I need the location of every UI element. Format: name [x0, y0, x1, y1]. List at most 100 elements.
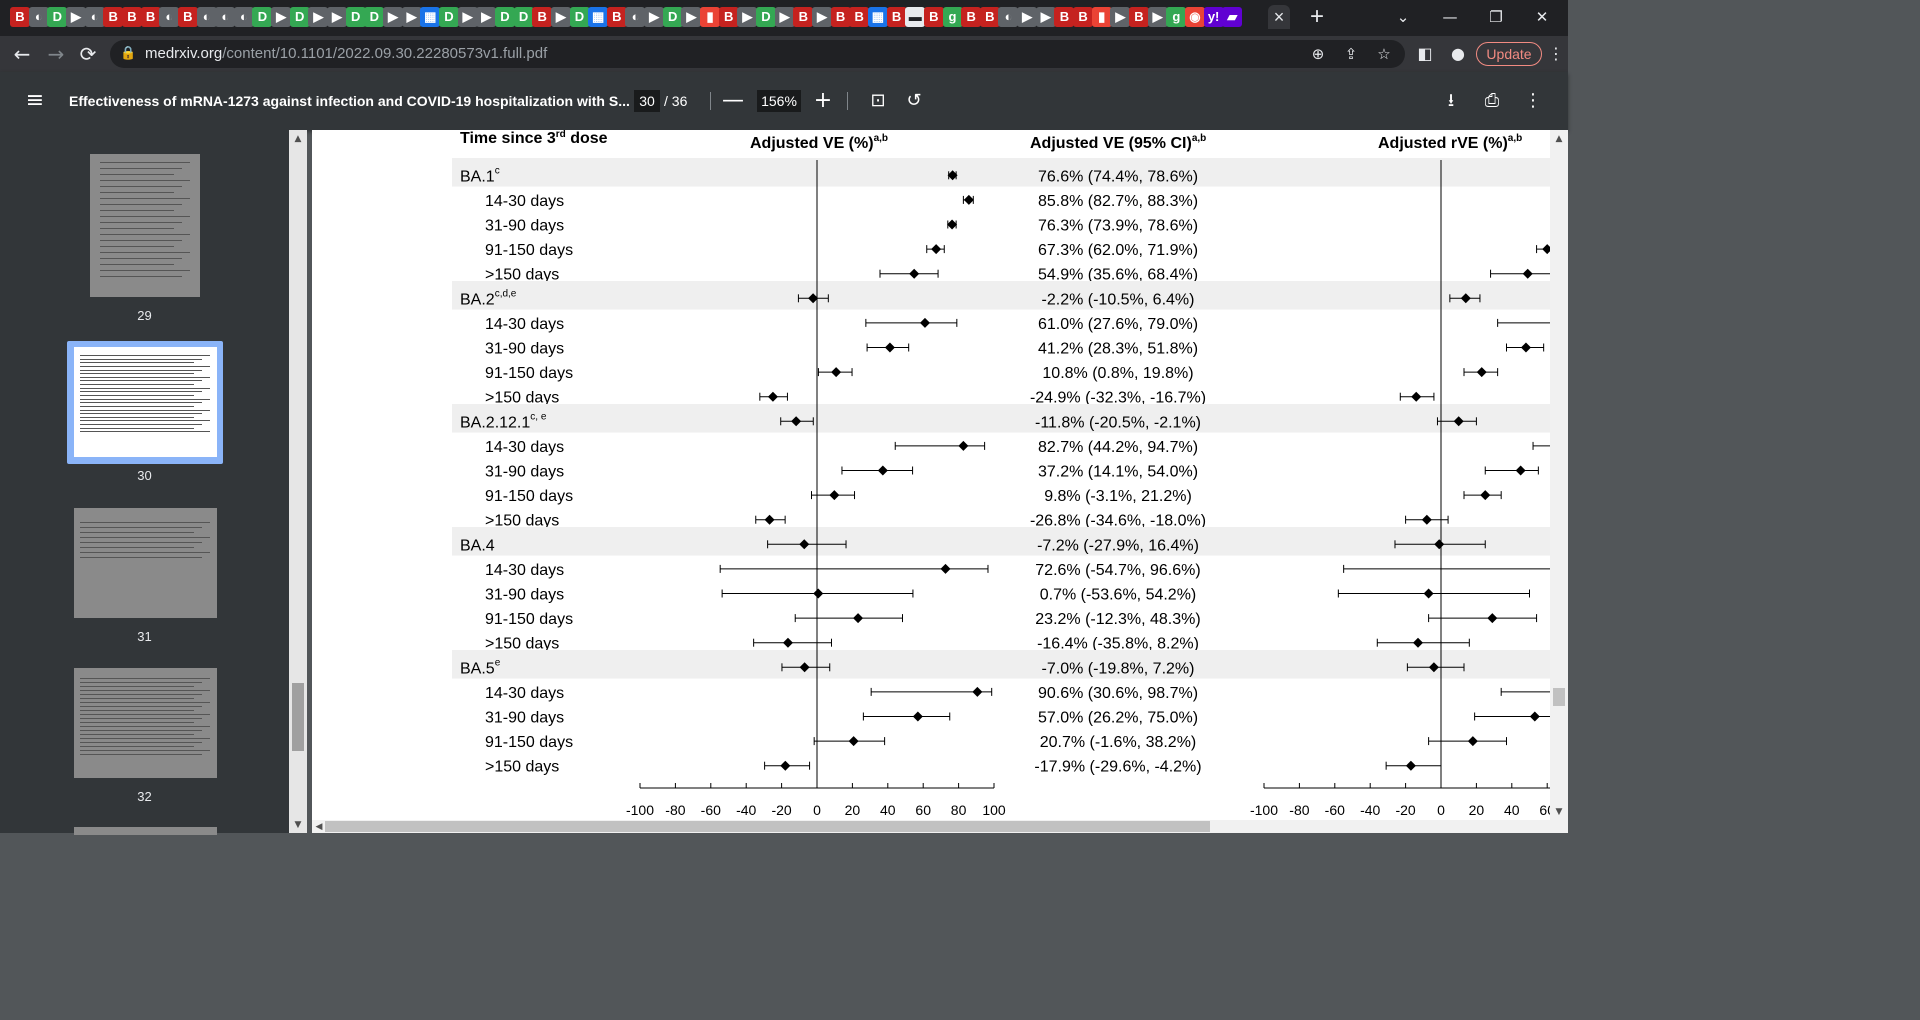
- page-number-input[interactable]: 30: [634, 90, 660, 112]
- sidebar-scrollbar[interactable]: [289, 130, 307, 833]
- tab-favicon[interactable]: ◐: [84, 7, 105, 27]
- tab-search-icon[interactable]: ⌄: [1396, 8, 1410, 26]
- tab-favicon[interactable]: D: [662, 7, 683, 27]
- tab-favicon[interactable]: ▶: [774, 7, 795, 27]
- tab-favicon[interactable]: D: [756, 7, 776, 27]
- tab-favicon[interactable]: D: [252, 7, 273, 27]
- tab-favicon[interactable]: D: [494, 7, 515, 27]
- tab-favicon[interactable]: ◐: [625, 7, 646, 27]
- tab-favicon[interactable]: B: [793, 7, 814, 27]
- tab-favicon[interactable]: ◐: [998, 7, 1019, 27]
- tab-favicon[interactable]: B: [1073, 7, 1094, 27]
- tab-favicon[interactable]: D: [345, 7, 366, 27]
- tab-favicon[interactable]: ▶: [457, 7, 478, 27]
- tab-favicon[interactable]: ◐: [233, 7, 254, 27]
- vertical-scrollbar[interactable]: [1550, 130, 1568, 820]
- tab-favicon[interactable]: B: [121, 7, 142, 27]
- thumbnail-page-33[interactable]: [74, 827, 217, 835]
- restore-icon[interactable]: ❐: [1489, 8, 1503, 26]
- scroll-down-arrow[interactable]: ▼: [1555, 807, 1563, 817]
- tab-favicon[interactable]: ▶: [737, 7, 758, 27]
- tab-favicon[interactable]: ▶: [1147, 7, 1168, 27]
- thumbnail-page-31[interactable]: [74, 508, 217, 618]
- tab-favicon[interactable]: B: [10, 7, 30, 27]
- tab-favicon[interactable]: ▮: [700, 7, 721, 27]
- tab-favicon[interactable]: ◉: [1184, 7, 1205, 27]
- tab-favicon[interactable]: ▦: [588, 7, 609, 27]
- tab-favicon[interactable]: ▶: [1110, 7, 1131, 27]
- tab-favicon[interactable]: ▶: [308, 7, 329, 27]
- bookmark-star-icon[interactable]: ☆: [1377, 45, 1391, 63]
- tab-favicon[interactable]: ▶: [476, 7, 497, 27]
- zoom-in-button[interactable]: +: [813, 88, 833, 113]
- tab-favicon[interactable]: g: [942, 7, 963, 27]
- profile-avatar-icon[interactable]: ●: [1451, 44, 1465, 63]
- tab-favicon[interactable]: B: [718, 7, 739, 27]
- horizontal-scrollbar-thumb[interactable]: [325, 821, 1210, 832]
- share-icon[interactable]: ⇪: [1344, 45, 1358, 63]
- minimize-icon[interactable]: —: [1442, 8, 1458, 26]
- tab-favicon[interactable]: D: [47, 7, 68, 27]
- tab-favicon[interactable]: ▶: [681, 7, 702, 27]
- tab-favicon[interactable]: D: [569, 7, 590, 27]
- thumbnail-page-30[interactable]: [74, 347, 217, 457]
- reload-icon[interactable]: ⟳: [79, 42, 97, 66]
- tab-favicon[interactable]: B: [979, 7, 1000, 27]
- tab-favicon[interactable]: ▰: [1222, 7, 1243, 27]
- tab-favicon[interactable]: ▶: [383, 7, 403, 27]
- thumbnail-page-29[interactable]: [90, 154, 200, 297]
- new-tab-button[interactable]: +: [1309, 3, 1324, 30]
- lock-icon[interactable]: 🔒: [120, 46, 137, 61]
- tab-favicon[interactable]: ▶: [1035, 7, 1056, 27]
- scroll-left-arrow[interactable]: ◀: [315, 822, 323, 832]
- forward-icon[interactable]: →: [47, 42, 65, 66]
- close-window-icon[interactable]: ✕: [1535, 8, 1549, 26]
- tab-favicon[interactable]: B: [140, 7, 161, 27]
- tab-favicon[interactable]: ◐: [196, 7, 217, 27]
- scroll-up-arrow[interactable]: ▲: [294, 134, 302, 144]
- tab-favicon[interactable]: D: [513, 7, 534, 27]
- back-icon[interactable]: ←: [13, 42, 31, 66]
- tab-favicon[interactable]: B: [1054, 7, 1075, 27]
- tab-favicon[interactable]: ▦: [867, 7, 888, 27]
- tab-favicon[interactable]: ▦: [420, 7, 441, 27]
- tab-favicon[interactable]: B: [923, 7, 944, 27]
- download-icon[interactable]: ⭳: [1447, 90, 1455, 111]
- tab-favicon[interactable]: B: [849, 7, 870, 27]
- scroll-up-arrow[interactable]: ▲: [1555, 134, 1563, 144]
- tab-favicon[interactable]: g: [1166, 7, 1187, 27]
- rotate-icon[interactable]: ↺: [906, 90, 922, 111]
- thumbnail-page-32[interactable]: [74, 668, 217, 778]
- tab-favicon[interactable]: B: [961, 7, 982, 27]
- tab-favicon[interactable]: ▶: [644, 7, 665, 27]
- tab-favicon[interactable]: B: [830, 7, 851, 27]
- tab-favicon[interactable]: B: [606, 7, 627, 27]
- tab-favicon[interactable]: ▮: [1091, 7, 1112, 27]
- tab-favicon[interactable]: ▶: [1017, 7, 1038, 27]
- tab-favicon[interactable]: ▶: [811, 7, 832, 27]
- tab-favicon[interactable]: B: [886, 7, 907, 27]
- hamburger-menu-icon[interactable]: ≡: [25, 88, 45, 113]
- tab-favicon[interactable]: ▶: [401, 7, 422, 27]
- zoom-out-button[interactable]: —: [722, 88, 744, 113]
- tab-favicon[interactable]: ▶: [327, 7, 348, 27]
- zoom-level-input[interactable]: 156%: [757, 90, 801, 112]
- tab-favicon[interactable]: B: [103, 7, 124, 27]
- tab-favicon[interactable]: ▶: [271, 7, 292, 27]
- fit-page-icon[interactable]: ⊡: [870, 90, 886, 111]
- scroll-down-arrow[interactable]: ▼: [294, 820, 302, 830]
- print-icon[interactable]: ⎙: [1484, 90, 1500, 111]
- tab-favicon[interactable]: D: [289, 7, 310, 27]
- url-text[interactable]: medrxiv.org/content/10.1101/2022.09.30.2…: [145, 45, 547, 63]
- side-panel-icon[interactable]: ◧: [1417, 44, 1433, 63]
- browser-menu-icon[interactable]: ⋮: [1548, 44, 1564, 63]
- tab-favicon[interactable]: y!: [1203, 7, 1224, 27]
- tab-favicon[interactable]: D: [438, 7, 459, 27]
- tab-favicon[interactable]: ▶: [550, 7, 571, 27]
- vertical-scrollbar-thumb[interactable]: [1553, 688, 1565, 706]
- more-actions-icon[interactable]: ⋮: [1524, 90, 1542, 111]
- tab-favicon[interactable]: B: [532, 7, 553, 27]
- tab-favicon[interactable]: ▬: [905, 7, 926, 27]
- zoom-icon[interactable]: ⊕: [1311, 45, 1325, 63]
- update-button[interactable]: Update: [1476, 42, 1542, 66]
